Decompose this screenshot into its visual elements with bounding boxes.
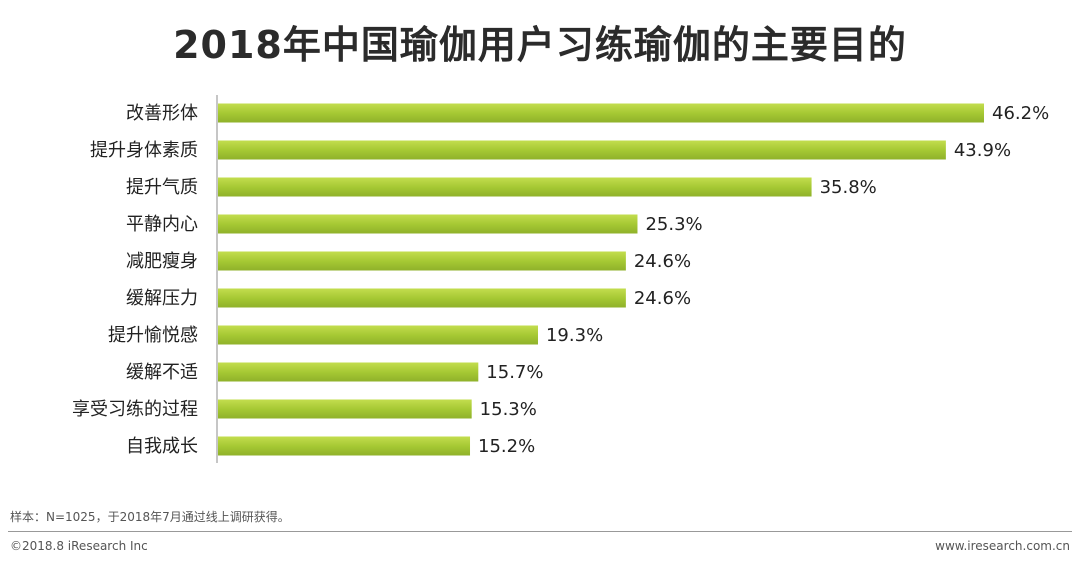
bar-10 [218, 436, 471, 456]
value-label-2: 43.9% [954, 140, 1011, 161]
value-label-1: 46.2% [992, 103, 1049, 124]
value-label-9: 15.3% [480, 399, 537, 420]
bar-2 [218, 140, 946, 160]
bar-7 [218, 325, 538, 345]
bar-8 [218, 362, 479, 382]
bar-chart: 改善形体 46.2% 提升身体素质 43.9% 提升气质 35.8% 平静内心 25.3% 减肥… [72, 95, 1049, 463]
value-label-10: 15.2% [478, 436, 535, 457]
category-label-10: 自我成长 [126, 436, 198, 457]
bar-6 [218, 288, 626, 308]
bar-4 [218, 214, 638, 234]
sample-footnote: 样本：N=1025，于2018年7月通过线上调研获得。 [10, 510, 290, 524]
value-label-3: 35.8% [820, 177, 877, 198]
bar-3 [218, 177, 812, 197]
category-label-7: 提升愉悦感 [108, 325, 198, 346]
category-label-5: 减肥瘦身 [126, 251, 198, 272]
website-link: www.iresearch.com.cn [935, 539, 1070, 553]
category-label-4: 平静内心 [126, 214, 198, 235]
value-label-4: 25.3% [645, 214, 702, 235]
footer-divider [8, 531, 1072, 532]
value-label-8: 15.7% [486, 362, 543, 383]
category-label-8: 缓解不适 [126, 362, 198, 383]
chart-title: 2018年中国瑜伽用户习练瑜伽的主要目的 [173, 23, 907, 67]
category-label-1: 改善形体 [126, 103, 198, 124]
copyright-text: ©2018.8 iResearch Inc [10, 539, 148, 553]
value-label-7: 19.3% [546, 325, 603, 346]
category-label-6: 缓解压力 [126, 288, 198, 309]
category-label-3: 提升气质 [126, 177, 198, 198]
category-label-2: 提升身体素质 [90, 140, 198, 161]
value-label-6: 24.6% [634, 288, 691, 309]
bar-5 [218, 251, 626, 271]
category-label-9: 享受习练的过程 [72, 399, 198, 420]
value-label-5: 24.6% [634, 251, 691, 272]
bar-9 [218, 399, 472, 419]
bar-1 [218, 103, 984, 123]
